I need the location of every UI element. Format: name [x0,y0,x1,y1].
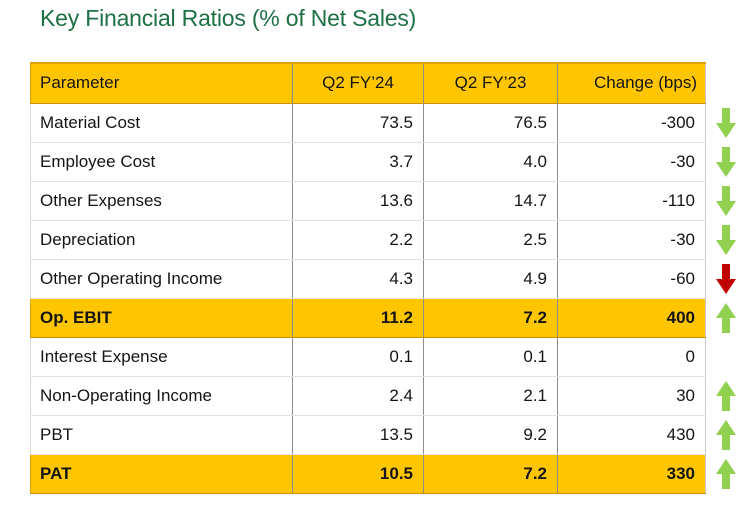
change-cell: -30 [557,142,706,182]
q2fy24-cell: 2.4 [292,376,424,416]
column-header-arrow-spacer [706,63,746,103]
q2fy24-cell: 13.5 [292,415,424,455]
table-header-row: Parameter Q2 FY’24 Q2 FY’23 Change (bps) [30,62,746,104]
change-cell: -60 [557,259,706,299]
q2fy24-cell: 73.5 [292,103,424,143]
parameter-cell: PAT [30,453,293,494]
q2fy24-cell: 11.2 [292,297,424,338]
q2fy23-cell: 2.5 [423,220,558,260]
change-arrow-up-icon [706,415,746,454]
table-row: Non-Operating Income 2.4 2.1 30 [30,376,746,416]
q2fy23-cell: 7.2 [423,297,558,338]
parameter-cell: Employee Cost [30,142,293,182]
q2fy23-cell: 7.2 [423,453,558,494]
change-arrow-up-icon [706,454,746,493]
q2fy24-cell: 0.1 [292,337,424,377]
change-cell: -110 [557,181,706,221]
financial-ratios-table: Parameter Q2 FY’24 Q2 FY’23 Change (bps)… [30,62,746,494]
table-row: Depreciation 2.2 2.5 -30 [30,220,746,260]
change-cell: 330 [557,453,706,494]
change-arrow-down-icon [706,259,746,298]
column-header-parameter: Parameter [30,62,293,104]
change-arrow-up-icon [706,376,746,415]
table-row: Other Expenses 13.6 14.7 -110 [30,181,746,221]
change-cell: 430 [557,415,706,455]
q2fy23-cell: 76.5 [423,103,558,143]
change-arrow-down-icon [706,103,746,142]
page-title: Key Financial Ratios (% of Net Sales) [40,5,417,31]
change-cell: -300 [557,103,706,143]
table-row: Op. EBIT 11.2 7.2 400 [30,297,746,338]
column-header-q2fy24: Q2 FY’24 [292,62,424,104]
table-row: Employee Cost 3.7 4.0 -30 [30,142,746,182]
q2fy23-cell: 2.1 [423,376,558,416]
parameter-cell: Other Expenses [30,181,293,221]
q2fy23-cell: 0.1 [423,337,558,377]
table-body: Material Cost 73.5 76.5 -300 Employee Cost 3.… [30,103,746,494]
change-arrow-down-icon [706,220,746,259]
change-arrow-down-icon [706,142,746,181]
column-header-change-bps: Change (bps) [557,62,706,104]
no-change-arrow [706,337,746,376]
parameter-cell: Interest Expense [30,337,293,377]
parameter-cell: Other Operating Income [30,259,293,299]
q2fy23-cell: 4.9 [423,259,558,299]
q2fy24-cell: 3.7 [292,142,424,182]
change-cell: 30 [557,376,706,416]
table-row: Material Cost 73.5 76.5 -300 [30,103,746,143]
change-arrow-up-icon [706,298,746,337]
table-row: PBT 13.5 9.2 430 [30,415,746,455]
parameter-cell: PBT [30,415,293,455]
change-cell: 400 [557,297,706,338]
q2fy24-cell: 4.3 [292,259,424,299]
change-arrow-down-icon [706,181,746,220]
table-row: PAT 10.5 7.2 330 [30,453,746,494]
q2fy23-cell: 4.0 [423,142,558,182]
table-row: Interest Expense 0.1 0.1 0 [30,337,746,377]
q2fy24-cell: 2.2 [292,220,424,260]
change-cell: 0 [557,337,706,377]
parameter-cell: Material Cost [30,103,293,143]
q2fy24-cell: 13.6 [292,181,424,221]
parameter-cell: Non-Operating Income [30,376,293,416]
q2fy23-cell: 9.2 [423,415,558,455]
column-header-q2fy23: Q2 FY’23 [423,62,558,104]
change-cell: -30 [557,220,706,260]
parameter-cell: Depreciation [30,220,293,260]
q2fy24-cell: 10.5 [292,453,424,494]
parameter-cell: Op. EBIT [30,297,293,338]
table-row: Other Operating Income 4.3 4.9 -60 [30,259,746,299]
q2fy23-cell: 14.7 [423,181,558,221]
